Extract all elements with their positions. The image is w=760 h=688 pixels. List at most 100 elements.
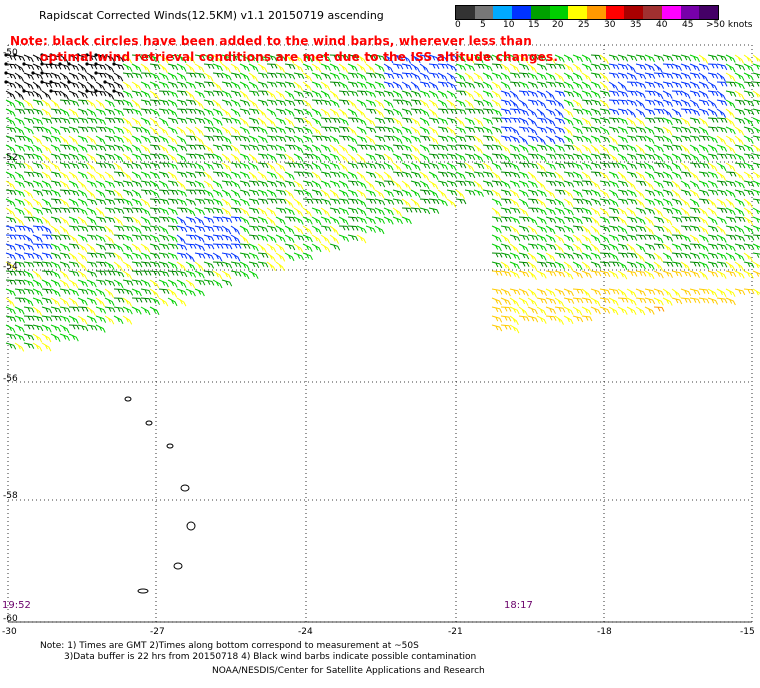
wind-barb xyxy=(653,198,664,207)
wind-barb xyxy=(41,234,53,240)
wind-barb xyxy=(5,171,16,180)
wind-barb xyxy=(635,180,647,187)
wind-barb xyxy=(383,171,393,182)
wind-barb xyxy=(104,63,115,73)
wind-barb xyxy=(707,243,719,250)
wind-barb xyxy=(752,207,760,215)
wind-barb xyxy=(302,63,313,72)
wind-barb xyxy=(59,306,71,313)
wind-barb xyxy=(671,252,683,259)
wind-barb xyxy=(644,297,656,305)
wind-barb xyxy=(338,54,350,61)
wind-barb xyxy=(500,108,512,115)
wind-barb xyxy=(203,234,215,242)
wind-barb xyxy=(590,288,602,296)
wind-barb xyxy=(500,153,511,163)
wind-barb xyxy=(545,81,557,88)
wind-barb xyxy=(554,108,564,119)
wind-barb xyxy=(572,198,584,205)
wind-barb xyxy=(563,81,574,90)
wind-barb xyxy=(392,99,404,105)
wind-barb xyxy=(32,225,44,232)
wind-barb xyxy=(653,135,665,142)
wind-barb xyxy=(77,117,89,124)
wind-barb xyxy=(455,153,466,162)
wind-barb xyxy=(284,126,296,134)
wind-barb xyxy=(122,189,134,197)
wind-barb xyxy=(671,153,682,162)
wind-barb xyxy=(194,180,205,189)
wind-barb xyxy=(383,90,395,98)
wind-barb xyxy=(122,90,133,99)
wind-barb xyxy=(482,144,494,151)
wind-barb xyxy=(185,144,197,150)
wind-barb xyxy=(698,108,710,116)
wind-barb xyxy=(599,81,609,92)
wind-barb xyxy=(14,297,26,303)
contamination-circle xyxy=(67,62,71,66)
wind-barb xyxy=(185,99,197,106)
wind-barb xyxy=(131,90,143,98)
wind-barb xyxy=(167,153,178,163)
wind-barb xyxy=(662,234,674,242)
wind-barb xyxy=(410,126,421,136)
wind-barb xyxy=(716,108,727,118)
wind-barb xyxy=(707,252,719,260)
wind-barb xyxy=(509,270,520,279)
wind-barb xyxy=(689,189,700,199)
wind-barb xyxy=(275,198,287,204)
wind-barb xyxy=(158,198,170,205)
wind-barb xyxy=(707,216,718,225)
wind-barb xyxy=(5,315,17,322)
wind-barb xyxy=(572,243,583,253)
wind-barb xyxy=(581,180,593,186)
wind-barb xyxy=(473,135,484,145)
wind-barb xyxy=(509,108,521,114)
wind-barb xyxy=(653,189,664,198)
wind-barb xyxy=(428,108,438,118)
wind-barb xyxy=(5,216,17,224)
wind-barb xyxy=(590,252,601,260)
scale-swatch xyxy=(680,6,700,19)
wind-barb xyxy=(302,135,313,143)
wind-barb xyxy=(608,270,619,279)
wind-barb xyxy=(734,288,746,296)
wind-barb xyxy=(275,252,286,262)
wind-barb xyxy=(320,216,331,224)
wind-barb xyxy=(212,108,223,117)
wind-barb xyxy=(311,81,322,89)
wind-barb xyxy=(644,306,655,315)
wind-barb xyxy=(572,288,584,294)
wind-barb xyxy=(68,189,80,197)
wind-barb xyxy=(302,81,312,92)
wind-barb xyxy=(23,81,34,90)
wind-barb xyxy=(563,171,575,178)
wind-barb xyxy=(14,306,25,315)
wind-barb xyxy=(113,108,124,117)
wind-barb xyxy=(95,252,107,259)
wind-barb xyxy=(356,153,366,164)
wind-barb xyxy=(230,207,242,214)
wind-barb xyxy=(104,117,116,124)
wind-barb xyxy=(86,144,98,151)
wind-barb xyxy=(743,216,754,226)
wind-barb xyxy=(5,333,17,340)
wind-barb xyxy=(239,81,250,90)
wind-barb xyxy=(176,252,188,259)
wind-barb xyxy=(671,135,683,143)
wind-barb xyxy=(689,261,701,267)
wind-barb xyxy=(149,234,160,243)
wind-barb xyxy=(302,54,313,63)
wind-barb xyxy=(86,81,96,92)
contamination-circle xyxy=(49,62,53,66)
wind-barb xyxy=(590,135,601,144)
wind-barb xyxy=(581,234,592,244)
wind-barb xyxy=(212,144,224,152)
wind-barb xyxy=(95,90,107,97)
wind-barb xyxy=(14,342,25,352)
wind-barb xyxy=(212,126,223,135)
wind-barb xyxy=(626,207,637,217)
wind-barb xyxy=(356,72,367,81)
wind-barb xyxy=(734,63,746,71)
wind-barb xyxy=(617,207,628,217)
